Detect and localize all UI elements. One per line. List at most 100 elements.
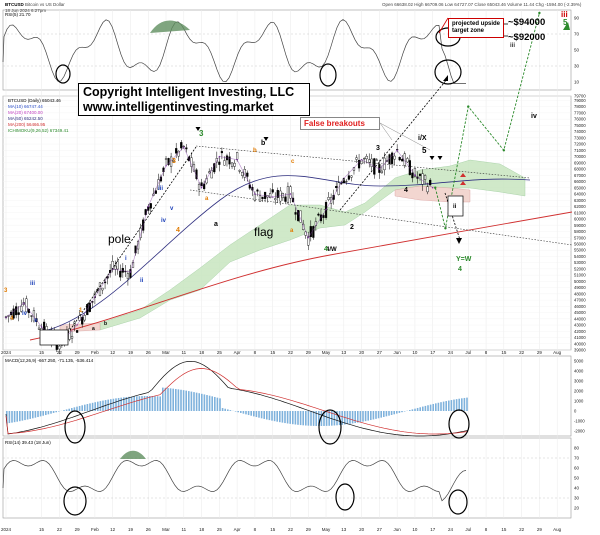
candle-body: [180, 142, 183, 149]
macd-histogram-bar: [419, 407, 421, 411]
macd-histogram-bar: [201, 393, 203, 411]
projection-point: [467, 105, 470, 108]
macd-tick-label: 1000: [574, 399, 584, 404]
macd-histogram-bar: [354, 411, 356, 424]
macd-histogram-bar: [396, 411, 398, 414]
candle-body: [327, 197, 330, 200]
price-tick-label: 74000: [574, 129, 586, 134]
macd-histogram-bar: [208, 395, 211, 411]
price-tick-label: 40000: [574, 341, 586, 346]
macd-histogram-bar: [133, 396, 135, 411]
copyright-box: Copyright Intelligent Investing, LLC www…: [78, 83, 310, 116]
macd-histogram-bar: [167, 388, 169, 411]
highlight-ellipse: [434, 59, 462, 85]
price-tick-label: 49000: [574, 285, 586, 290]
candle-body: [271, 189, 274, 193]
macd-histogram-bar: [312, 411, 315, 426]
macd-histogram-bar: [45, 411, 47, 416]
macd-tick-label: 0: [574, 409, 577, 414]
macd-tick-label: -1000: [574, 419, 585, 424]
btc-close-point: [183, 146, 185, 148]
wave-label-wiv: iv: [531, 113, 537, 120]
price-tick-label: 59000: [574, 223, 586, 228]
wave-label-wc_orange: c: [291, 159, 295, 165]
highlight-ellipse: [448, 489, 468, 515]
rsi-bottom-tick-label: 40: [574, 486, 580, 491]
price-tick-label: 51000: [574, 273, 586, 278]
macd-histogram-bar: [258, 411, 260, 418]
candle-body: [96, 289, 99, 291]
macd-panel-frame: [2, 355, 572, 437]
macd-histogram-bar: [162, 387, 164, 411]
highlight-ellipse: [55, 64, 71, 84]
date-tick-label: 20: [359, 350, 365, 355]
candle-body: [238, 170, 241, 172]
date-tick-label: 12: [110, 350, 116, 355]
candle-body: [164, 158, 168, 160]
macd-histogram-bar: [453, 399, 455, 411]
macd-histogram-bar: [136, 396, 138, 411]
candle-body: [401, 158, 404, 162]
price-tick-label: 70000: [574, 154, 586, 159]
wave-label-wb_black: b: [104, 321, 107, 327]
macd-histogram-bar: [284, 411, 286, 424]
candle-body: [114, 265, 117, 270]
symbol-description: Bitcoin vs US Dollar: [25, 2, 65, 7]
macd-histogram-bar: [73, 407, 76, 411]
price-tick-label: 79700: [574, 94, 586, 99]
macd-histogram-bar: [68, 408, 70, 411]
macd-histogram-bar: [310, 411, 312, 426]
macd-histogram-bar: [458, 398, 460, 411]
btc-close-point: [432, 187, 434, 189]
wave-ii-box: [447, 195, 464, 217]
wave-label-4-orange-early: 4: [10, 316, 14, 322]
date-tick-label: May: [322, 350, 331, 355]
candle-body: [418, 173, 422, 176]
wave-label-w4: 4: [404, 187, 408, 194]
macd-histogram-bar: [65, 409, 68, 411]
macd-histogram-bar: [117, 397, 120, 411]
price-tick-label: 55000: [574, 248, 586, 253]
macd-histogram-bar: [175, 388, 177, 411]
macd-histogram-bar: [94, 402, 96, 411]
symbol-label: BTCUSD: [5, 2, 24, 7]
price-tick-label: 41000: [574, 335, 586, 340]
price-tick-label: 57000: [574, 235, 586, 240]
rsi-top-tick-label: 90: [574, 16, 580, 21]
price-tick-label: 69000: [574, 160, 586, 165]
macd-histogram-bar: [367, 411, 369, 421]
wave-label-5-green: 5: [563, 18, 568, 27]
candle-body: [236, 152, 239, 160]
macd-histogram-bar: [19, 411, 21, 422]
candle-body: [350, 175, 353, 178]
macd-histogram-bar: [58, 411, 60, 412]
macd-histogram-bar: [445, 401, 447, 411]
candle-body: [157, 179, 160, 190]
macd-histogram-bar: [349, 411, 351, 424]
date-tick-label-bottom: 8: [254, 527, 257, 532]
macd-histogram-bar: [409, 410, 411, 411]
macd-histogram-bar: [390, 411, 393, 415]
macd-tick-label: 5000: [574, 359, 584, 364]
wave-label-w3_orange: 3: [172, 158, 176, 165]
btc-close-point: [272, 196, 274, 198]
macd-histogram-bar: [341, 411, 343, 425]
candle-body: [276, 190, 279, 198]
ma10-legend: MA(10) 66747.44: [8, 104, 43, 109]
date-tick-label: Apr: [234, 350, 242, 355]
date-tick-label: 13: [341, 350, 347, 355]
macd-histogram-bar: [364, 411, 367, 422]
macd-histogram-bar: [182, 390, 185, 411]
macd-histogram-bar: [42, 411, 44, 416]
candle-body: [258, 195, 262, 202]
macd-signal-line: [5, 368, 469, 435]
btc-close-point: [200, 187, 203, 189]
false-breakout-pointer-3: [379, 122, 431, 151]
btc-close-point: [254, 193, 256, 195]
candle-body: [312, 226, 315, 238]
date-tick-label: 11: [181, 350, 186, 355]
pole-trendline: [67, 146, 197, 334]
price-tick-label: 63000: [574, 198, 586, 203]
price-tick-label: 68000: [574, 167, 586, 172]
